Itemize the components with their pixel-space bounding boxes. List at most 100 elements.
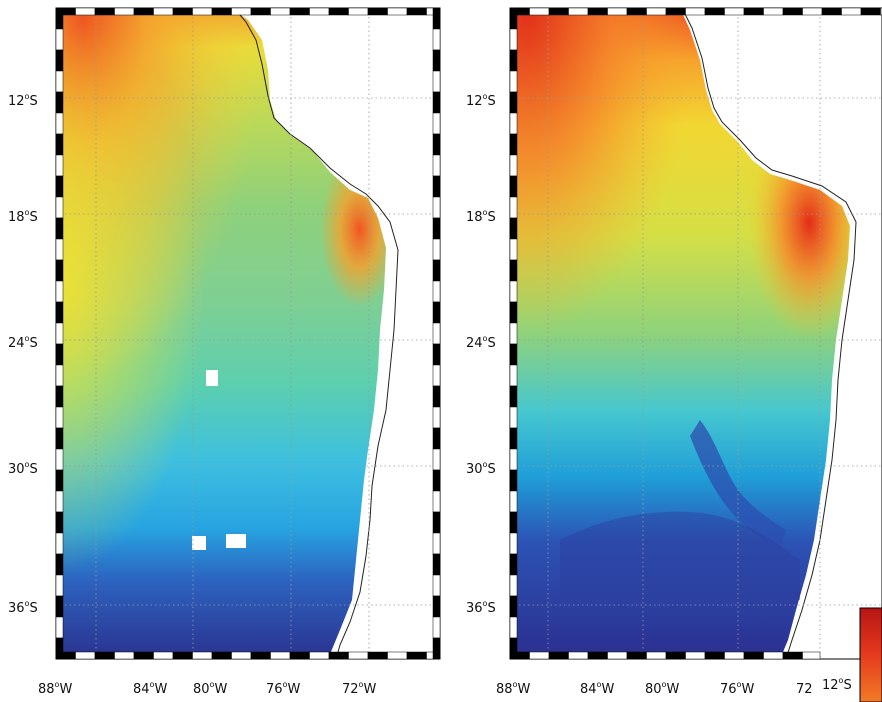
left-x-tick-label: 72oW [342, 680, 376, 697]
border-scale-segment [250, 7, 271, 16]
left-y-tick-label: 30oS [8, 460, 38, 477]
border-scale-segment [55, 49, 64, 72]
border-scale-segment [55, 154, 64, 177]
border-scale-segment [55, 343, 64, 366]
border-scale-segment [432, 595, 441, 618]
border-scale-segment [509, 175, 518, 198]
border-scale-segment [432, 259, 441, 282]
border-scale-segment [114, 7, 135, 16]
right-x-ticks: 88oW 84oW 80oW 76oW 72 12oS [496, 676, 852, 697]
border-scale-segment [55, 553, 64, 576]
border-scale-segment [782, 7, 803, 16]
left-x-tick-label: 84oW [133, 680, 167, 697]
left-x-tick-label: 88oW [38, 680, 72, 697]
border-scale-segment [763, 7, 784, 16]
border-scale-segment [509, 448, 518, 471]
border-scale-segment [432, 154, 441, 177]
border-scale-segment [153, 7, 174, 16]
border-scale-segment [55, 28, 64, 51]
border-scale-segment [509, 427, 518, 450]
border-scale-segment [509, 112, 518, 135]
border-scale-segment [821, 7, 842, 16]
border-scale-segment [432, 469, 441, 492]
border-scale-segment [55, 175, 64, 198]
border-scale-segment [55, 196, 64, 219]
border-scale-segment [646, 651, 667, 660]
border-scale-segment [509, 574, 518, 597]
border-scale-segment [626, 7, 647, 16]
right-graticule [510, 8, 882, 659]
border-scale-segment [509, 616, 518, 639]
border-scale-segment [509, 133, 518, 156]
border-scale-segment [432, 280, 441, 303]
border-scale-segment [704, 651, 725, 660]
right-x-tick-label: 80oW [645, 680, 679, 697]
border-scale-segment [432, 553, 441, 576]
border-scale-segment [309, 7, 330, 16]
right-y-ticks: 12oS 18oS 24oS 30oS 36oS [466, 92, 496, 616]
border-scale-segment [432, 448, 441, 471]
border-scale-segment [432, 511, 441, 534]
left-coastline [233, 8, 399, 659]
border-scale-segment [55, 574, 64, 597]
border-scale-segment [432, 406, 441, 429]
border-scale-segment [250, 651, 271, 660]
border-scale-segment [841, 7, 862, 16]
border-scale-segment [55, 217, 64, 240]
border-scale-segment [665, 7, 686, 16]
border-scale-segment [509, 490, 518, 513]
border-scale-segment [387, 7, 408, 16]
border-scale-segment [94, 651, 115, 660]
border-scale-segment [153, 651, 174, 660]
border-scale-segment [509, 280, 518, 303]
border-scale-segment [607, 651, 628, 660]
border-scale-segment [211, 7, 232, 16]
border-scale-segment [782, 651, 803, 660]
border-scale-segment [509, 217, 518, 240]
border-scale-segment [55, 112, 64, 135]
border-scale-segment [626, 651, 647, 660]
border-scale-segment [348, 651, 369, 660]
border-scale-segment [509, 322, 518, 345]
border-scale-segment [289, 651, 310, 660]
right-y-tick-label: 30oS [466, 460, 496, 477]
border-scale-segment [529, 7, 550, 16]
border-scale-segment [55, 238, 64, 261]
border-scale-segment [172, 7, 193, 16]
border-scale-segment [509, 343, 518, 366]
border-scale-segment [192, 651, 213, 660]
border-scale-segment [270, 7, 291, 16]
border-scale-segment [406, 7, 427, 16]
border-scale-segment [509, 532, 518, 555]
border-scale-segment [231, 651, 252, 660]
border-scale-segment [432, 616, 441, 639]
border-scale-segment [432, 133, 441, 156]
left-y-ticks: 12oS 18oS 24oS 30oS 36oS [8, 92, 38, 616]
border-scale-segment [55, 364, 64, 387]
border-scale-segment [55, 91, 64, 114]
border-scale-segment [55, 595, 64, 618]
border-scale-segment [509, 7, 518, 30]
border-scale-segment [55, 7, 64, 30]
left-x-tick-label: 80oW [193, 680, 227, 697]
left-graticule [56, 8, 440, 659]
border-scale-segment [607, 7, 628, 16]
right-x-tick-label: 72 [796, 682, 813, 697]
border-scale-segment [328, 7, 349, 16]
border-scale-segment [55, 616, 64, 639]
right-border-scale [509, 7, 882, 660]
border-scale-segment [509, 637, 518, 660]
border-scale-segment [432, 301, 441, 324]
right-x-tick-label: 88oW [496, 680, 530, 697]
border-scale-segment [509, 238, 518, 261]
border-scale-segment [548, 7, 569, 16]
border-scale-segment [743, 7, 764, 16]
border-scale-segment [231, 7, 252, 16]
left-map-panel: 12oS 18oS 24oS 30oS 36oS 88oW 84oW 80oW … [8, 7, 441, 697]
border-scale-segment [860, 7, 881, 16]
border-scale-segment [114, 651, 135, 660]
border-scale-segment [568, 651, 589, 660]
border-scale-segment [328, 651, 349, 660]
left-missing-data-patch [206, 370, 218, 386]
